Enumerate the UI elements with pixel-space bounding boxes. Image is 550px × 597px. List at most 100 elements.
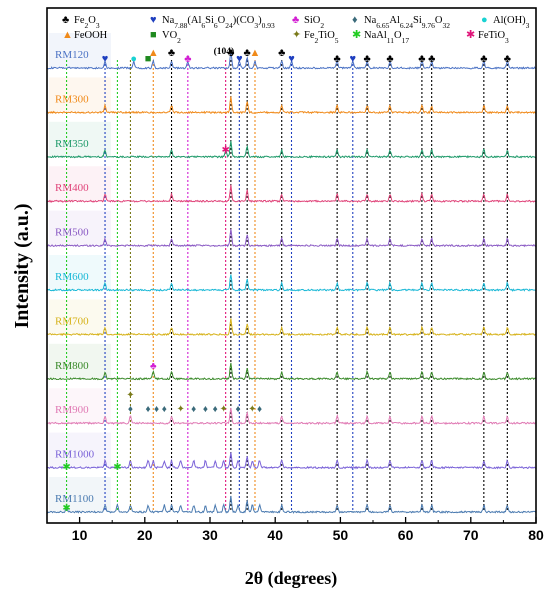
peak-marker: ♣ [418, 53, 425, 65]
series-label-rm600: RM600 [55, 271, 89, 283]
x-tick-label: 40 [267, 527, 283, 543]
sample-label-band [49, 166, 111, 201]
y-axis-label: Intensity (a.u.) [11, 203, 33, 328]
legend-label-naal11o17: NaAl11O17 [364, 30, 409, 45]
reference-peak-lines [66, 60, 508, 512]
legend-symbol: ■ [150, 29, 157, 41]
legend-label-fetio3: FeTiO3 [478, 30, 509, 45]
legend-symbol: ✱ [352, 29, 361, 41]
sample-label-band [49, 121, 111, 156]
series-label-rm1000: RM1000 [55, 449, 95, 461]
peak-marker: ♥ [350, 53, 357, 65]
series-line-rm500 [46, 228, 537, 248]
peak-marker: ♣ [428, 53, 435, 65]
series-line-rm300 [46, 96, 537, 115]
legend-label-na6-65al6-24si9-76o32: Na6.65Al6.24Si9.76O32 [364, 15, 450, 30]
series-label-rm1100: RM1100 [55, 493, 94, 505]
peak-marker: ♥ [236, 53, 243, 65]
series-line-rm700 [46, 318, 537, 337]
legend-symbol: ♥ [150, 14, 157, 26]
sample-label-band [49, 477, 111, 511]
x-tick-label: 70 [463, 527, 479, 543]
sample-label-band [49, 343, 111, 378]
sample-label-band [49, 255, 111, 289]
peak-marker: ✱ [62, 462, 70, 473]
peak-marker: ♣ [278, 47, 285, 59]
peak-marker: ✦ [176, 404, 184, 415]
peak-marker: ♦ [213, 404, 218, 415]
peak-marker: ✱ [113, 462, 121, 473]
peak-marker: ♣ [244, 47, 251, 59]
peak-marker: ♣ [334, 53, 341, 65]
peak-marker: ♦ [162, 404, 167, 415]
peak-marker: ▲ [250, 47, 261, 59]
peak-marker: ♣ [184, 53, 191, 65]
sample-label-shading [49, 33, 111, 511]
legend-symbol: ♦ [352, 14, 358, 26]
peak-marker: ■ [145, 53, 152, 65]
peak-marker: ♣ [386, 53, 393, 65]
peak-marker: ♣ [150, 361, 157, 372]
sample-label-band [49, 77, 111, 112]
peak-marker: ♦ [235, 404, 240, 415]
series-line-rm800 [46, 362, 537, 381]
peak-marker: ♣ [364, 53, 371, 65]
legend-label-al-oh-3: Al(OH)3 [493, 15, 530, 30]
series-label-rm800: RM800 [55, 360, 89, 372]
peak-marker: ♣ [480, 53, 487, 65]
peak-marker: ♥ [102, 53, 109, 65]
series-line-rm900 [46, 407, 537, 426]
sample-label-band [49, 210, 111, 245]
peak-marker: ♦ [128, 404, 133, 415]
sample-labels: RM120 RM300 RM350 RM400 RM500 RM600 RM700 RM800… [55, 49, 95, 505]
peak-markers: ♥ ● ■▲ ♣ ♣ ♣ ♥ ♣▲ ♣ ♥ ♣ ♥ ♣ ♣ ♣ ♣ ♣ ♣(104)✱♣✦♦ ♦ ♦ ♦ ✦ ♦ ♦ ♦ ✦ ♦ ✦ ♦… [62, 46, 511, 514]
sample-label-band [49, 33, 111, 67]
series-line-rm1000 [46, 452, 537, 470]
x-tick-label: 30 [202, 527, 218, 543]
peak-marker: ♦ [191, 404, 196, 415]
series-line-rm600 [46, 274, 537, 292]
x-axis-label: 2θ (degrees) [245, 568, 338, 589]
peak-annotation: (104) [214, 46, 235, 57]
legend-label-feooh: FeOOH [74, 30, 108, 41]
x-tick-label: 50 [333, 527, 349, 543]
series-label-rm700: RM700 [55, 315, 89, 327]
plot-frame [46, 7, 537, 524]
series-label-rm500: RM500 [55, 227, 89, 239]
series-line-rm120 [46, 52, 537, 70]
x-tick-label: 20 [137, 527, 153, 543]
series-line-rm350 [46, 140, 537, 159]
series-label-rm300: RM300 [55, 93, 89, 105]
legend-symbol: ♣ [292, 14, 299, 26]
x-tick-label: 80 [528, 527, 544, 543]
sample-label-band [49, 299, 111, 334]
series-label-rm350: RM350 [55, 138, 89, 150]
peak-marker: ● [130, 53, 137, 65]
legend-symbol: ▲ [62, 29, 73, 41]
series-label-rm900: RM900 [55, 404, 89, 416]
peak-marker: ♣ [227, 47, 234, 59]
legend-label-fe2o3: Fe2O3 [74, 15, 100, 30]
legend-symbol: ✦ [292, 29, 301, 41]
series-traces [46, 52, 537, 514]
legend-label-na7-88-al6si6o24-co3-0-93: Na7.88(Al6Si6O24)(CO3)0.93 [162, 15, 275, 30]
x-tick-label: 10 [72, 527, 88, 543]
sample-label-band [49, 388, 111, 423]
legend-symbol: ♣ [62, 14, 69, 26]
x-axis-ticks: 10 20 30 40 50 60 70 80 [46, 517, 544, 543]
sample-label-band [49, 432, 111, 467]
peak-marker: ♦ [203, 404, 208, 415]
peak-marker: ✱ [62, 503, 70, 514]
series-label-rm120: RM120 [55, 49, 89, 61]
legend-label-fe2tio5: Fe2TiO5 [304, 30, 339, 45]
peak-marker: ✦ [126, 390, 134, 401]
peak-marker: ✦ [248, 404, 256, 415]
legend: ♣ Fe2O3 ♥ Na7.88(Al6Si6O24)(CO3)0.93 ♣ SiO2 ♦ N… [62, 14, 530, 45]
legend-symbol: ✱ [466, 29, 475, 41]
peak-marker: ✦ [219, 404, 227, 415]
peak-marker: ♦ [146, 404, 151, 415]
peak-marker: ♣ [504, 53, 511, 65]
series-line-rm1100 [46, 495, 537, 514]
peak-marker: ▲ [148, 47, 159, 59]
